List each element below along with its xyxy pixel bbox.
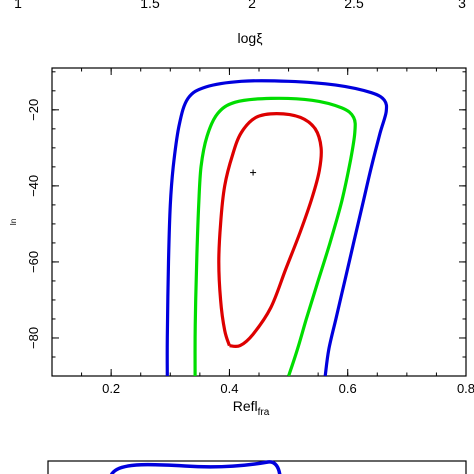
y-axis-label: In: [9, 219, 18, 226]
y-tick-label: −20: [26, 99, 41, 121]
bottom-contour-line: [110, 460, 282, 474]
x-tick-label: 0.8: [457, 381, 474, 396]
x-ticks: 0.2 0.4 0.6 0.8: [81, 68, 474, 396]
y-ticks: −20 −40 −60 −80: [26, 71, 466, 358]
best-fit-marker: [250, 169, 257, 176]
top-x-tick-label: 2.5: [344, 0, 364, 11]
x-axis-label-subscript: fra: [258, 407, 270, 418]
top-x-tick-label: 1: [14, 0, 22, 11]
x-axis-label-main: Refl: [233, 398, 258, 414]
top-x-axis-label: logξ: [238, 30, 263, 46]
contour-green: [193, 96, 357, 376]
top-panel: 1 1.5 2 2.5 3 logξ: [14, 0, 466, 46]
contour-lines: [165, 79, 389, 376]
contour-blue: [165, 79, 389, 376]
contour-red: [217, 112, 323, 349]
top-x-tick-labels: 1 1.5 2 2.5 3: [14, 0, 466, 11]
x-tick-label: 0.6: [339, 381, 357, 396]
y-tick-label: −40: [26, 175, 41, 197]
x-tick-label: 0.4: [220, 381, 238, 396]
y-tick-label: −80: [26, 327, 41, 349]
main-panel: 0.2 0.4 0.6 0.8 −20 −40 −60 −80 In Reflfra: [9, 67, 474, 418]
x-tick-label: 0.2: [102, 381, 120, 396]
top-x-tick-label: 3: [458, 0, 466, 11]
x-axis-label: Reflfra: [233, 398, 270, 418]
plot-frame: [51, 67, 467, 377]
top-x-tick-label: 1.5: [140, 0, 160, 11]
bottom-plot-frame: [47, 460, 467, 474]
top-x-tick-label: 2: [248, 0, 256, 11]
y-tick-label: −60: [26, 251, 41, 273]
bottom-panel: [47, 460, 467, 474]
